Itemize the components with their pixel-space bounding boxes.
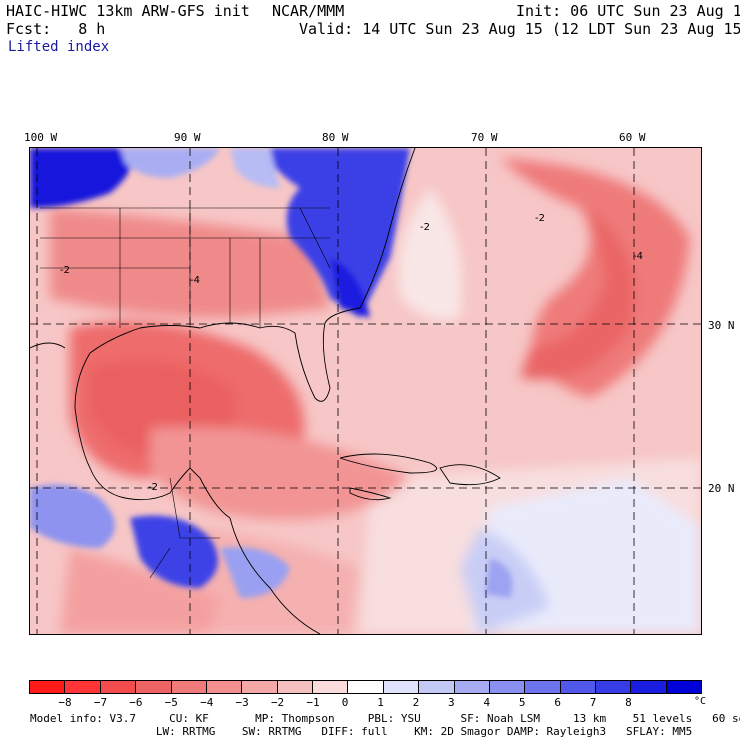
contour-label: -4: [190, 275, 200, 286]
colorbar-swatch: [666, 681, 702, 693]
contour-label: -2: [60, 265, 70, 276]
colorbar-tick-label: −8: [58, 696, 72, 709]
colorbar-tick-label: 3: [448, 696, 455, 709]
organization-label: NCAR/MMM: [272, 2, 345, 20]
colorbar-swatch: [419, 681, 455, 693]
positive-lifted-index-areas: [30, 148, 513, 598]
colorbar-tick-label: −6: [129, 696, 143, 709]
contour-label: -2: [535, 213, 545, 224]
colorbar-swatch: [596, 681, 632, 693]
contour-label: -2: [420, 222, 430, 233]
colorbar-tick-label: 2: [412, 696, 420, 709]
init-time: Init: 06 UTC Sun 23 Aug 15: [516, 2, 740, 20]
map-canvas: -2 -2 -2 -2 -4 -4: [30, 148, 701, 634]
colorbar-swatch: [242, 681, 278, 693]
lon-label-80w: 80 W: [322, 131, 349, 144]
lon-label-100w: 100 W: [24, 131, 58, 144]
model-info-line1: Model info: V3.7 CU: KF MP: Thompson PBL…: [30, 712, 740, 725]
contour-label: -4: [633, 251, 643, 262]
colorbar-tick-label: 5: [518, 696, 526, 709]
colorbar-tick-label: −5: [164, 696, 178, 709]
colorbar-tick-label: 7: [589, 696, 597, 709]
model-title: HAIC-HIWC 13km ARW-GFS init: [6, 2, 250, 20]
colorbar-swatch: [100, 681, 137, 693]
field-name: Lifted index: [8, 39, 110, 55]
colorbar-swatch: [206, 681, 243, 693]
colorbar-swatch: [136, 681, 172, 693]
colorbar-swatch: [489, 681, 526, 693]
lon-label-90w: 90 W: [174, 131, 201, 144]
coastlines: [30, 148, 501, 634]
lon-label-70w: 70 W: [471, 131, 498, 144]
contour-label: -2: [148, 482, 158, 493]
colorbar-swatch: [30, 681, 66, 693]
lat-lon-grid: [30, 148, 701, 634]
colorbar: [29, 680, 702, 694]
colorbar-tick-label: 1: [377, 696, 384, 709]
colorbar-tick-label: −3: [235, 696, 249, 709]
colorbar-tick-label: −7: [93, 696, 108, 709]
colorbar-swatch: [348, 681, 384, 693]
colorbar-tick-label: 6: [554, 696, 561, 709]
colorbar-tick-label: 4: [483, 696, 491, 709]
lat-label-20n: 20 N: [708, 482, 735, 495]
colorbar-swatch: [560, 681, 596, 693]
colorbar-swatch: [313, 681, 349, 693]
colorbar-swatch: [525, 681, 561, 693]
colorbar-unit: °C: [694, 696, 707, 707]
colorbar-swatch: [171, 681, 207, 693]
colorbar-tick-label: −4: [200, 696, 214, 709]
colorbar-swatch: [454, 681, 490, 693]
lifted-index-map: -2 -2 -2 -2 -4 -4: [29, 147, 702, 635]
model-info-line2: LW: RRTMG SW: RRTMG DIFF: full KM: 2D Sm…: [30, 725, 693, 738]
colorbar-swatch: [277, 681, 313, 693]
colorbar-tick-label: 0: [341, 696, 349, 709]
valid-time: Valid: 14 UTC Sun 23 Aug 15 (12 LDT Sun …: [299, 20, 740, 38]
colorbar-swatch: [631, 681, 667, 693]
lat-label-30n: 30 N: [708, 319, 735, 332]
colorbar-swatch: [65, 681, 101, 693]
colorbar-tick-label: −2: [270, 696, 285, 709]
colorbar-tick-label: −1: [306, 696, 320, 709]
lon-label-60w: 60 W: [619, 131, 646, 144]
colorbar-swatch: [383, 681, 420, 693]
colorbar-tick-label: 8: [625, 696, 632, 709]
forecast-hour: Fcst: 8 h: [6, 20, 106, 38]
